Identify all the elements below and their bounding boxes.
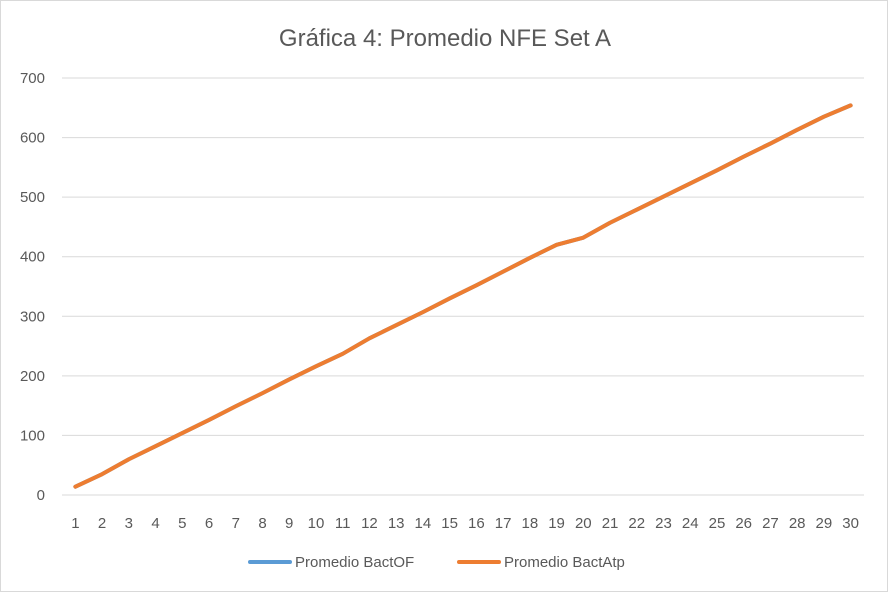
x-tick-label: 8 <box>258 515 266 532</box>
x-tick-label: 26 <box>735 515 752 532</box>
series-line-2 <box>73 103 853 489</box>
y-tick-label: 600 <box>20 130 45 147</box>
y-axis-ticks: 0 100 200 300 400 500 600 700 <box>20 70 45 504</box>
series-lines <box>73 103 853 489</box>
y-tick-label: 400 <box>20 249 45 266</box>
x-tick-label: 1 <box>71 515 79 532</box>
gridlines <box>62 77 864 496</box>
x-tick-label: 14 <box>415 515 432 532</box>
x-tick-label: 22 <box>628 515 645 532</box>
x-tick-label: 29 <box>816 515 833 532</box>
y-tick-label: 500 <box>20 189 45 206</box>
x-tick-label: 16 <box>468 515 485 532</box>
y-tick-label: 0 <box>37 487 45 504</box>
legend: Promedio BactOF Promedio BactAtp <box>248 554 625 571</box>
x-tick-label: 19 <box>548 515 565 532</box>
x-tick-label: 15 <box>441 515 458 532</box>
x-axis-ticks: 1 2 3 4 5 6 7 8 9 10 11 12 13 14 15 16 17 18 19 20 21 22 23 24 2… <box>71 515 859 532</box>
x-tick-label: 12 <box>361 515 378 532</box>
y-tick-label: 200 <box>20 368 45 385</box>
x-tick-label: 10 <box>308 515 325 532</box>
x-tick-label: 6 <box>205 515 213 532</box>
x-tick-label: 2 <box>98 515 106 532</box>
x-tick-label: 23 <box>655 515 672 532</box>
x-tick-label: 3 <box>125 515 133 532</box>
x-tick-label: 27 <box>762 515 779 532</box>
x-tick-label: 7 <box>232 515 240 532</box>
x-tick-label: 17 <box>495 515 512 532</box>
x-tick-label: 20 <box>575 515 592 532</box>
x-tick-label: 30 <box>842 515 859 532</box>
y-tick-label: 100 <box>20 427 45 444</box>
chart-title: Gráfica 4: Promedio NFE Set A <box>279 25 611 52</box>
x-tick-label: 11 <box>335 515 351 532</box>
x-tick-label: 5 <box>178 515 186 532</box>
x-tick-label: 4 <box>151 515 159 532</box>
y-tick-label: 300 <box>20 308 45 325</box>
x-tick-label: 24 <box>682 515 699 532</box>
legend-label: Promedio BactAtp <box>504 554 625 571</box>
x-tick-label: 18 <box>521 515 538 532</box>
legend-label: Promedio BactOF <box>295 554 414 571</box>
x-tick-label: 21 <box>602 515 619 532</box>
x-tick-label: 9 <box>285 515 293 532</box>
x-tick-label: 28 <box>789 515 806 532</box>
x-tick-label: 25 <box>709 515 726 532</box>
y-tick-label: 700 <box>20 70 45 87</box>
x-tick-label: 13 <box>388 515 405 532</box>
